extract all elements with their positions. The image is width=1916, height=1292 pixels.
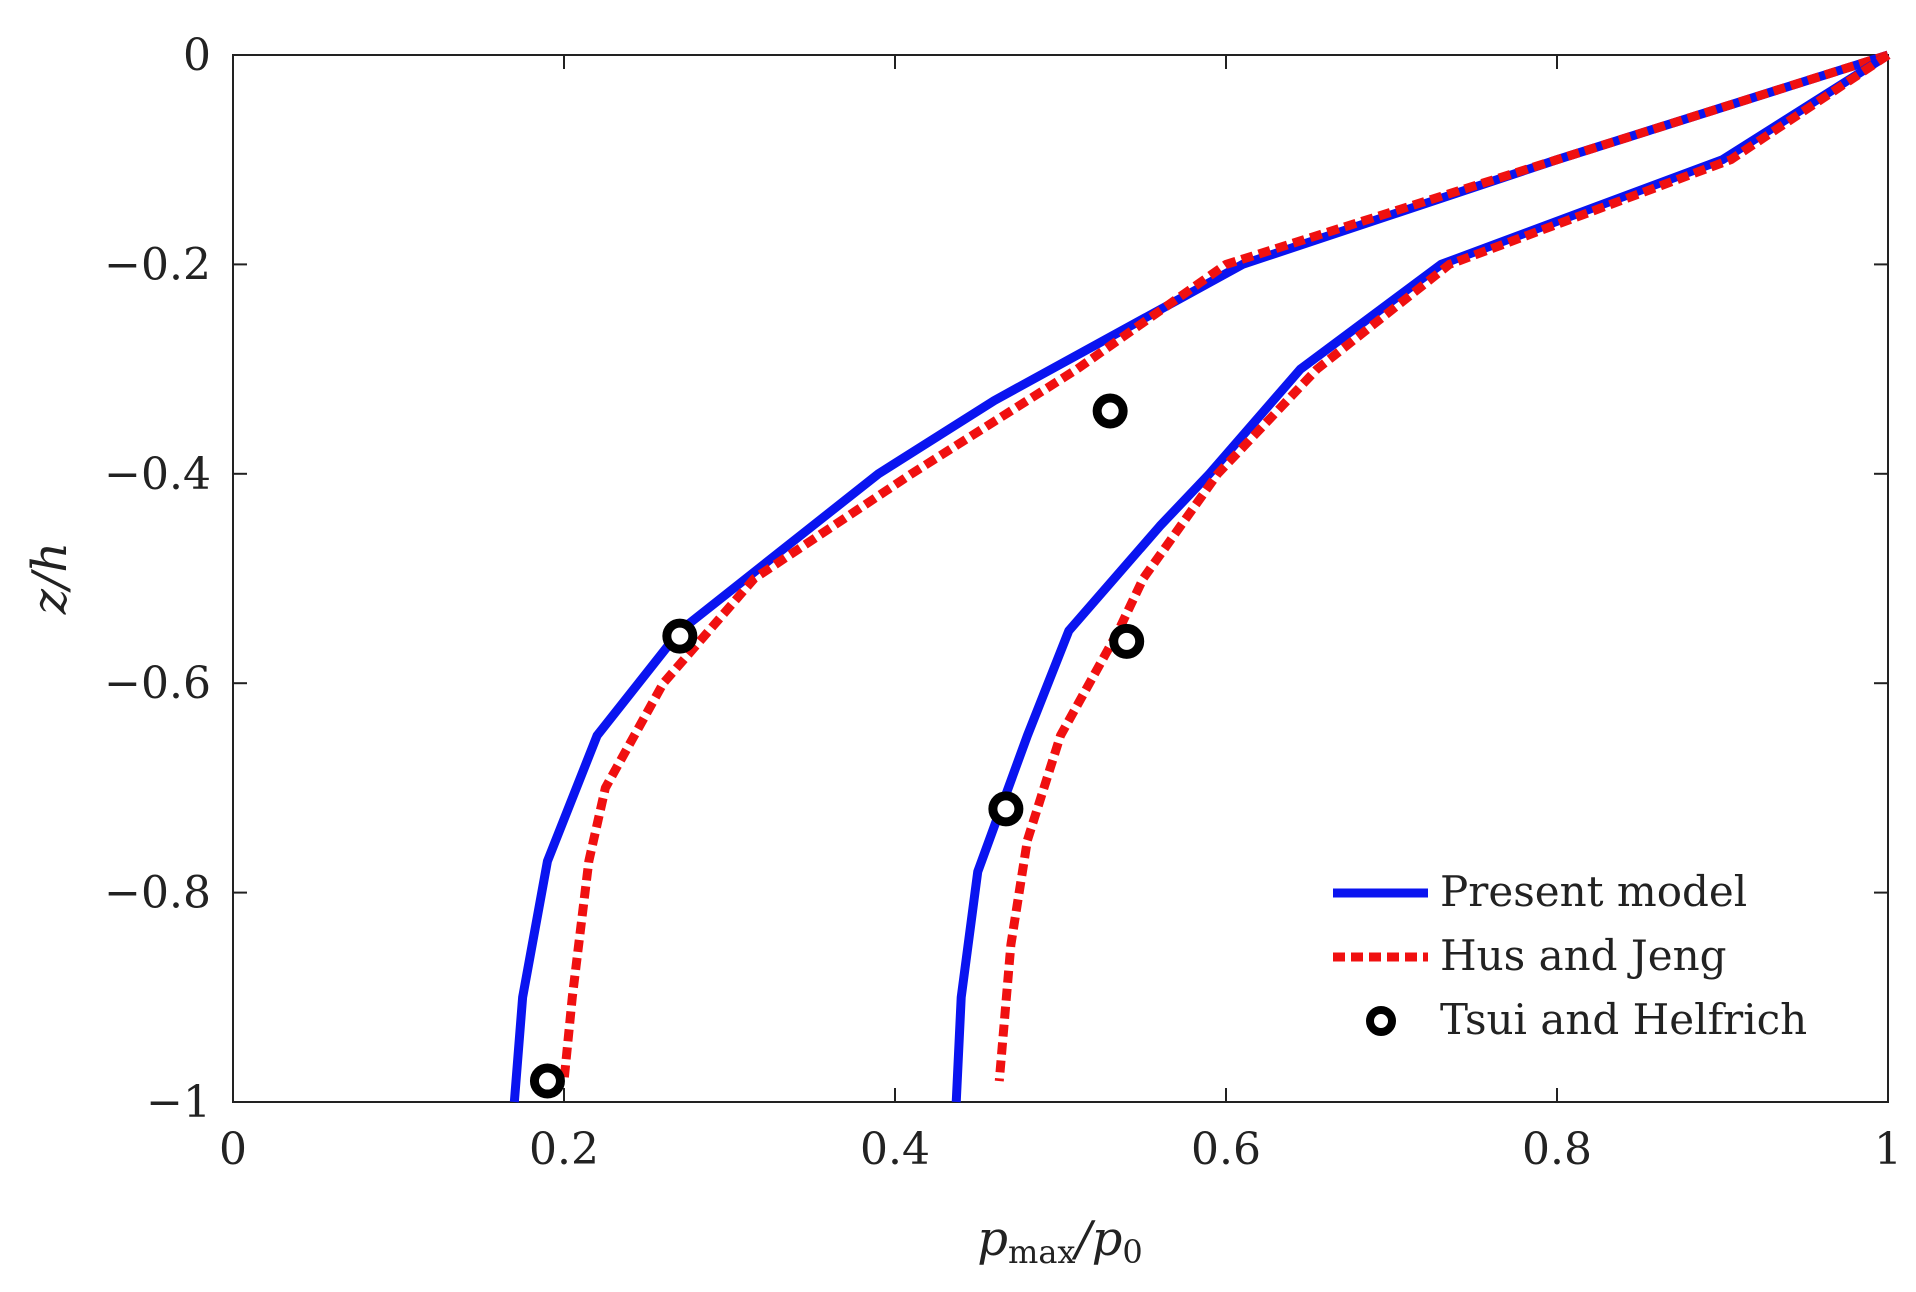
y-tick-label: −1 (146, 1077, 211, 1128)
tsui-data-point (1109, 623, 1145, 659)
x-label-slash: /p (1071, 1211, 1122, 1267)
present-model-line-2 (951, 51, 1891, 1103)
x-tick-label: 0.2 (529, 1124, 599, 1175)
legend-marker-tsui (1366, 1006, 1396, 1036)
y-tick-label: −0.2 (104, 239, 211, 290)
tsui-data-point (529, 1063, 565, 1099)
plot-frame (232, 54, 1889, 1103)
x-label-p: p (977, 1211, 1008, 1267)
legend-label-present: Present model (1440, 867, 1747, 916)
tsui-data-point (662, 618, 698, 654)
x-label-sub-max: max (1008, 1233, 1075, 1271)
tsui-data-point (1092, 393, 1128, 429)
x-tick-label: 0.4 (860, 1124, 930, 1175)
x-tick-label: 0.6 (1191, 1124, 1261, 1175)
legend-label-hus: Hus and Jeng (1440, 931, 1727, 980)
x-tick-label: 0 (219, 1124, 247, 1175)
y-tick-label: −0.6 (104, 658, 211, 709)
y-tick-label: −0.8 (104, 868, 211, 919)
x-tick-label: 0.8 (1522, 1124, 1592, 1175)
legend: Present model Hus and Jeng Tsui and Helf… (1333, 867, 1807, 1044)
x-label-sub-0: 0 (1122, 1233, 1142, 1271)
hus-jeng-line-1 (559, 50, 1890, 1082)
legend-label-tsui: Tsui and Helfrich (1440, 995, 1807, 1044)
y-axis-label: z/h (22, 542, 78, 615)
y-tick-label: −0.4 (104, 449, 211, 500)
y-tick-label: 0 (183, 30, 211, 81)
tsui-data-point (988, 791, 1024, 827)
x-axis-label: pmax/p0 (977, 1211, 1142, 1271)
hus-jeng-line-3 (994, 51, 1891, 1082)
x-tick-label: 1 (1874, 1124, 1902, 1175)
